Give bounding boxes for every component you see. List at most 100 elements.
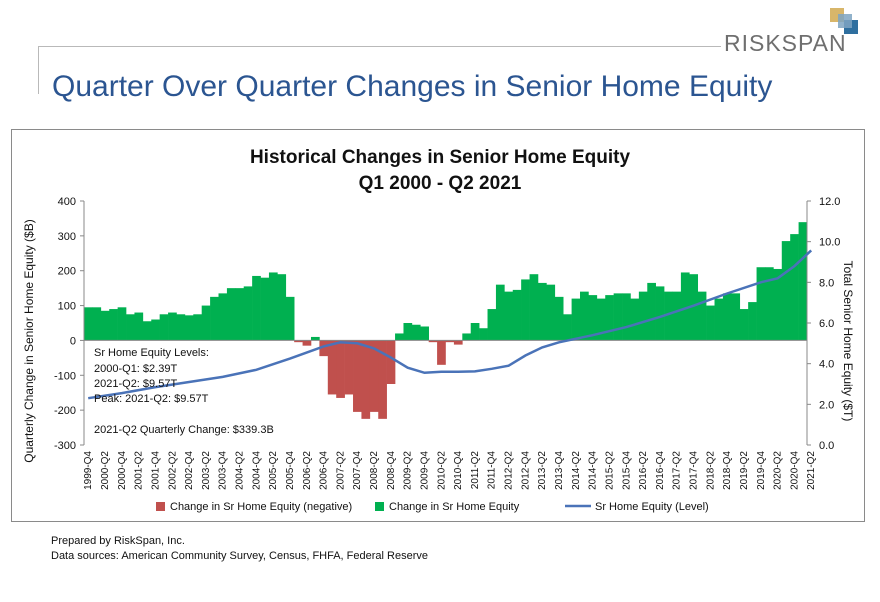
x-tick-label: 2016-Q2 <box>638 451 649 490</box>
y-tick-label: 0 <box>70 335 76 347</box>
bar <box>319 340 329 357</box>
x-tick-label: 2017-Q2 <box>672 451 683 490</box>
legend-label: Change in Sr Home Equity <box>389 501 520 513</box>
bar <box>638 291 648 341</box>
bar <box>403 323 413 341</box>
bar <box>706 305 715 341</box>
bar <box>84 307 93 341</box>
bar <box>781 241 791 341</box>
bar <box>260 277 270 341</box>
bar <box>235 288 245 341</box>
bars-group <box>84 222 808 419</box>
legend-label: Change in Sr Home Equity (negative) <box>170 501 352 513</box>
bar <box>302 340 312 346</box>
x-tick-label: 2020-Q4 <box>789 451 800 490</box>
header-rule <box>38 46 721 47</box>
bar <box>109 309 118 341</box>
y-tick-label: 200 <box>58 266 76 278</box>
bar <box>210 296 219 341</box>
x-tick-label: 2005-Q4 <box>285 451 296 490</box>
bar <box>655 286 665 341</box>
level-line-group <box>88 249 813 400</box>
x-tick-label: 2015-Q4 <box>621 451 632 490</box>
bar <box>689 274 699 341</box>
bar <box>395 333 404 341</box>
prepared-by: Prepared by RiskSpan, Inc. <box>51 535 185 547</box>
y2-tick-label: 4.0 <box>819 359 834 371</box>
legend-swatch <box>156 502 165 511</box>
annotation: Sr Home Equity Levels: <box>94 347 209 359</box>
bar <box>739 309 749 341</box>
bar <box>336 340 345 398</box>
bar <box>495 284 505 341</box>
bar <box>697 291 707 341</box>
x-tick-label: 2018-Q2 <box>705 451 716 490</box>
legend-group: Change in Sr Home Equity (negative) Chang… <box>156 501 709 513</box>
y2-tick-label: 8.0 <box>819 277 834 289</box>
y2-tick-label: 2.0 <box>819 399 834 411</box>
bar <box>151 319 160 341</box>
x-tick-label: 2013-Q2 <box>537 451 548 490</box>
bar <box>252 275 261 341</box>
bar <box>613 293 623 341</box>
y-axis-label: Quarterly Change in Senior Home Equity (… <box>22 219 36 462</box>
bar <box>117 307 127 341</box>
bar <box>722 293 732 341</box>
x-tick-label: 2019-Q4 <box>756 451 767 490</box>
y-tick-label: -100 <box>54 370 76 382</box>
x-tick-label: 2007-Q2 <box>335 451 346 490</box>
bar <box>714 298 724 341</box>
y-tick-label: 300 <box>58 231 76 243</box>
bar <box>327 340 337 395</box>
x-tick-label: 2015-Q2 <box>604 451 615 490</box>
y-tick-label: 100 <box>58 301 76 313</box>
bar <box>453 340 463 345</box>
page-title: Quarter Over Quarter Changes in Senior H… <box>52 70 773 103</box>
bar <box>504 291 514 341</box>
annotation: 2021-Q2: $9.57T <box>94 378 177 390</box>
bar <box>184 315 194 341</box>
bar <box>529 274 539 341</box>
y-tick-label: -300 <box>54 440 76 452</box>
x-tick-label: 2017-Q4 <box>689 451 700 490</box>
riskspan-logo-icon <box>828 8 860 36</box>
bar <box>563 314 572 341</box>
chart-container: Historical Changes in Senior Home Equity… <box>11 129 865 522</box>
bar <box>201 305 211 341</box>
bar <box>344 340 354 395</box>
bar <box>773 268 783 341</box>
x-tick-label: 2012-Q2 <box>504 451 515 490</box>
bar <box>378 340 387 419</box>
bar <box>622 293 631 341</box>
bar <box>764 267 774 341</box>
bar <box>470 323 480 341</box>
bar <box>546 284 556 341</box>
bar <box>168 312 177 341</box>
x-tick-label: 2006-Q4 <box>319 451 330 490</box>
y2-tick-label: 12.0 <box>819 196 840 208</box>
bar <box>571 298 581 341</box>
chart-svg: Historical Changes in Senior Home Equity… <box>22 147 855 513</box>
annotations-group: Sr Home Equity Levels: 2000-Q1: $2.39T 202… <box>94 347 274 436</box>
x-tick-label: 2000-Q4 <box>117 451 128 490</box>
bar <box>428 340 438 343</box>
annotation: 2021-Q2 Quarterly Change: $339.3B <box>94 424 274 436</box>
bar <box>361 340 371 419</box>
legend-label: Sr Home Equity (Level) <box>595 501 709 513</box>
bar <box>369 340 379 412</box>
x-tick-label: 2004-Q2 <box>235 451 246 490</box>
x-tick-label: 2005-Q2 <box>268 451 279 490</box>
bar <box>159 314 169 341</box>
x-tick-label: 2019-Q2 <box>739 451 750 490</box>
x-tick-label: 2003-Q4 <box>218 451 229 490</box>
bar <box>310 336 320 341</box>
x-tick-label: 2009-Q2 <box>403 451 414 490</box>
x-tick-label: 2013-Q4 <box>554 451 565 490</box>
x-tick-label: 2000-Q2 <box>100 451 111 490</box>
bar <box>176 314 186 341</box>
bar <box>420 326 429 341</box>
bar <box>756 267 766 341</box>
bar <box>92 307 102 341</box>
bar <box>664 291 673 341</box>
x-tick-label: 1999-Q4 <box>83 451 94 490</box>
